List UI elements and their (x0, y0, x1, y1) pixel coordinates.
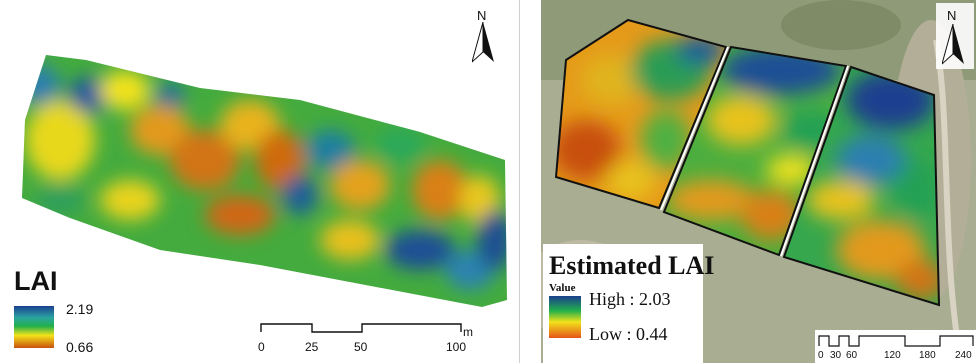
panel-divider (519, 0, 520, 363)
left-scale-bar (260, 323, 462, 333)
left-north-label: N (477, 8, 487, 23)
right-north-arrow-icon (942, 24, 964, 65)
right-legend-colorbar (549, 296, 581, 338)
left-legend-min: 0.66 (66, 339, 94, 355)
left-scale-unit: m (463, 325, 473, 339)
right-scale-tick-240: 240 (955, 350, 972, 361)
right-scale-bar (818, 335, 974, 347)
right-legend-title: Estimated LAI (549, 251, 715, 280)
left-legend-colorbar (14, 306, 54, 348)
right-scale-tick-30: 30 (830, 350, 842, 361)
right-scale-tick-180: 180 (919, 350, 936, 361)
left-legend-max: 2.19 (66, 301, 94, 317)
left-scale-tick-50: 50 (354, 340, 368, 354)
right-scale-tick-120: 120 (884, 350, 901, 361)
left-scale-tick-25: 25 (305, 340, 319, 354)
right-legend-value-label: Value (549, 282, 576, 294)
left-lai-raster (22, 55, 507, 307)
right-scale-tick-60: 60 (846, 350, 858, 361)
left-north-arrow-icon (472, 22, 494, 63)
left-scale-tick-0: 0 (258, 340, 265, 354)
right-legend-low: Low : 0.44 (589, 324, 668, 344)
right-scale-tick-0: 0 (818, 350, 824, 361)
right-legend-high: High : 2.03 (589, 289, 671, 309)
left-legend-title: LAI (14, 266, 58, 296)
left-scale-tick-100: 100 (446, 340, 467, 354)
right-north-label: N (947, 8, 957, 23)
right-estimated-lai-panel: N Estimated LAI Value High : 2.03 Low : … (541, 0, 976, 363)
left-lai-map-panel: N LAI 2.19 0.66 0 25 50 100 m (14, 8, 507, 355)
